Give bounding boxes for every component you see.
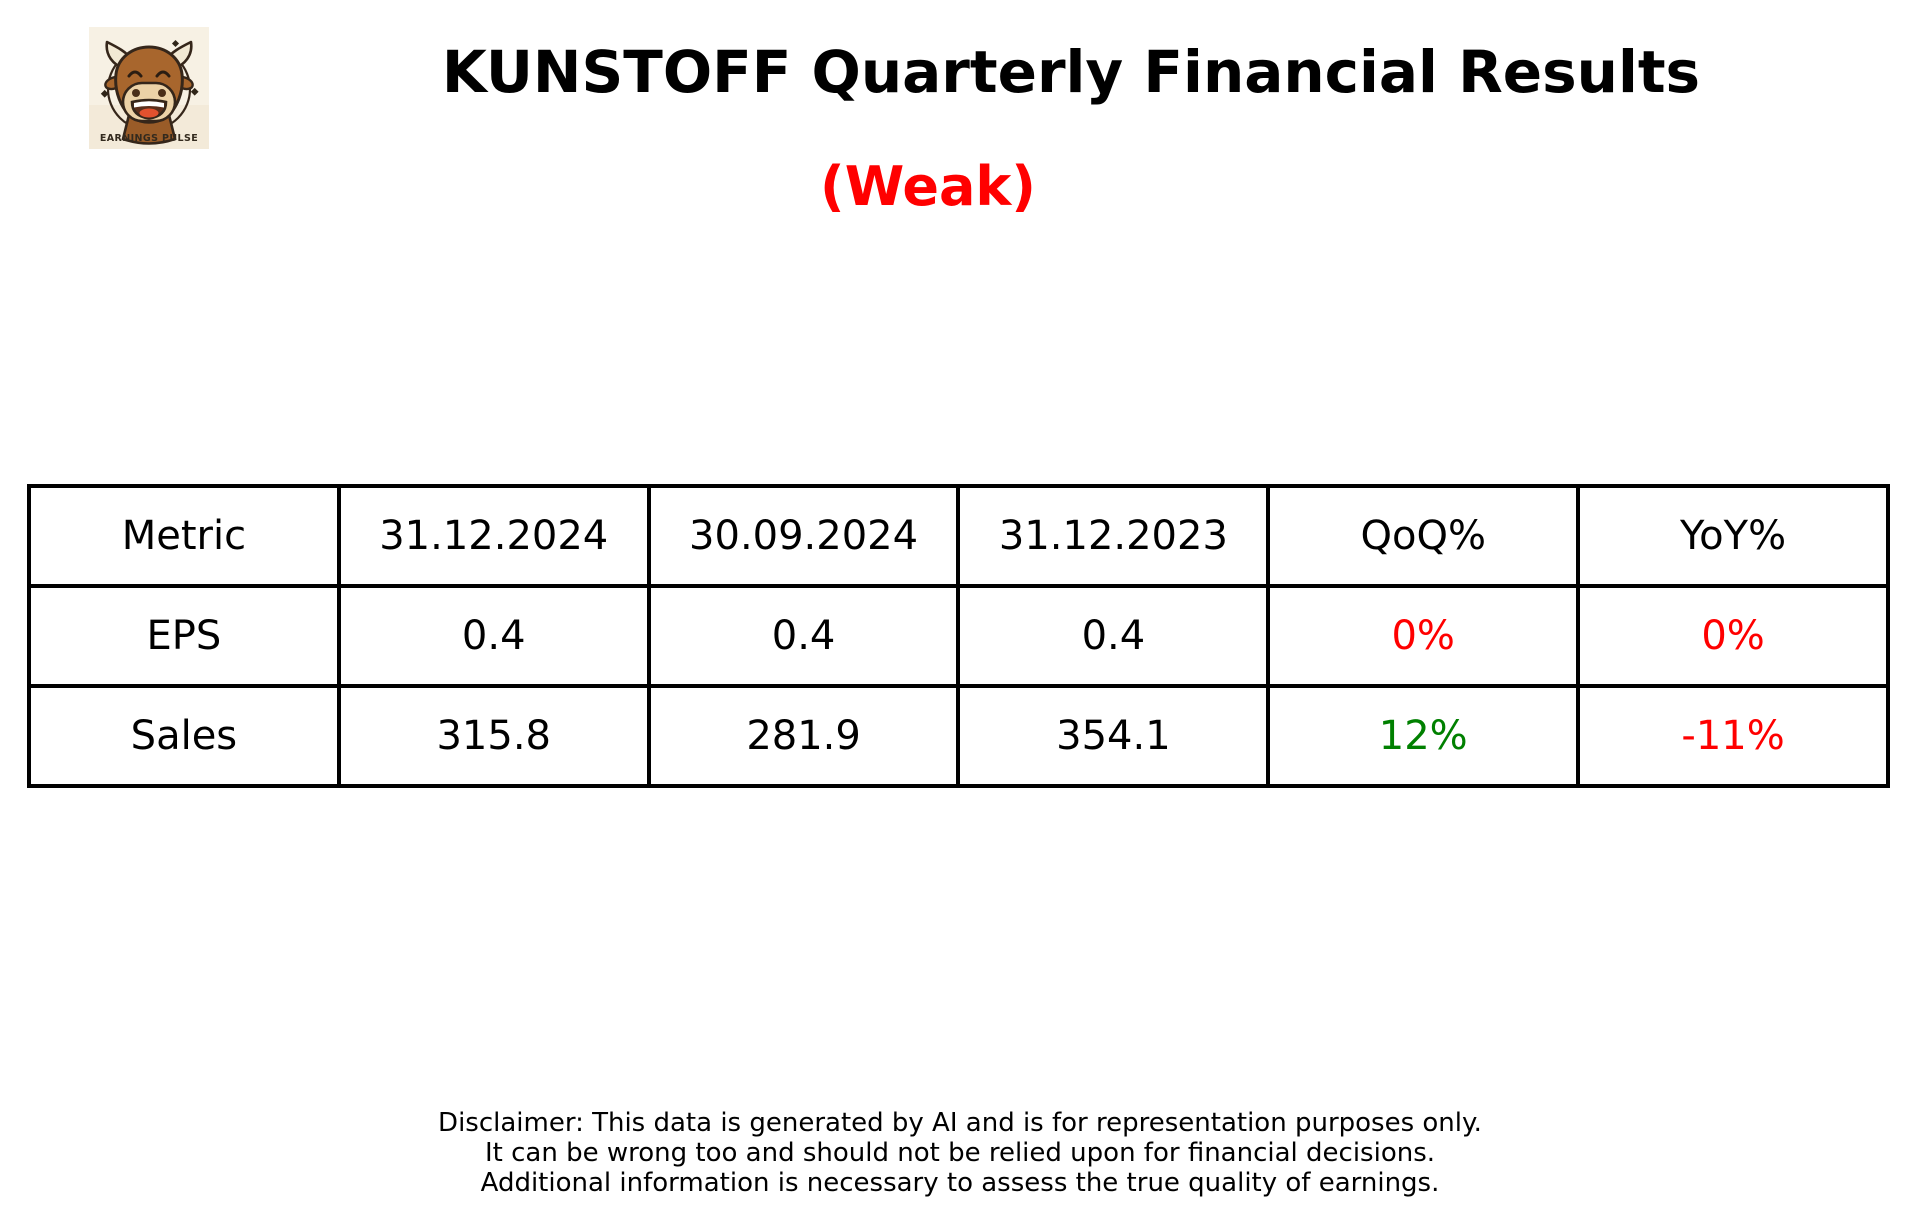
cell-sales-yoy: -11% <box>1576 684 1890 788</box>
page-title: KUNSTOFF Quarterly Financial Results <box>441 38 1701 106</box>
header-cell-q4-2023: 31.12.2023 <box>956 484 1271 588</box>
header-cell-yoy: YoY% <box>1576 484 1890 588</box>
cell-sales-q3-2024: 281.9 <box>646 684 961 788</box>
cell-eps-q4-2023: 0.4 <box>956 584 1271 688</box>
disclaimer-line-1: Disclaimer: This data is generated by AI… <box>438 1108 1482 1138</box>
cell-eps-q3-2024: 0.4 <box>646 584 961 688</box>
cell-sales-q4-2024: 315.8 <box>336 684 651 788</box>
bull-logo-icon: EARNINGS PULSE <box>89 27 209 149</box>
cell-eps-qoq: 0% <box>1266 584 1581 688</box>
cell-sales-q4-2023: 354.1 <box>956 684 1271 788</box>
earnings-pulse-logo: EARNINGS PULSE <box>89 27 209 149</box>
disclaimer-text: Disclaimer: This data is generated by AI… <box>310 1108 1610 1198</box>
header-cell-metric: Metric <box>27 484 341 588</box>
cell-eps-yoy: 0% <box>1576 584 1890 688</box>
table-header-row: Metric 31.12.2024 30.09.2024 31.12.2023 … <box>27 484 1890 588</box>
logo-caption: EARNINGS PULSE <box>100 133 198 144</box>
table-row-eps: EPS 0.4 0.4 0.4 0% 0% <box>27 584 1890 688</box>
cell-sales-qoq: 12% <box>1266 684 1581 788</box>
verdict-subtitle: (Weak) <box>820 155 1036 218</box>
quarterly-results-table: Metric 31.12.2024 30.09.2024 31.12.2023 … <box>27 484 1890 788</box>
disclaimer-line-2: It can be wrong too and should not be re… <box>484 1138 1436 1168</box>
header-cell-q4-2024: 31.12.2024 <box>336 484 651 588</box>
cell-eps-label: EPS <box>27 584 341 688</box>
cell-sales-label: Sales <box>27 684 341 788</box>
header-cell-qoq: QoQ% <box>1266 484 1581 588</box>
table-row-sales: Sales 315.8 281.9 354.1 12% -11% <box>27 684 1890 788</box>
disclaimer-line-3: Additional information is necessary to a… <box>480 1168 1440 1198</box>
header-cell-q3-2024: 30.09.2024 <box>646 484 961 588</box>
cell-eps-q4-2024: 0.4 <box>336 584 651 688</box>
